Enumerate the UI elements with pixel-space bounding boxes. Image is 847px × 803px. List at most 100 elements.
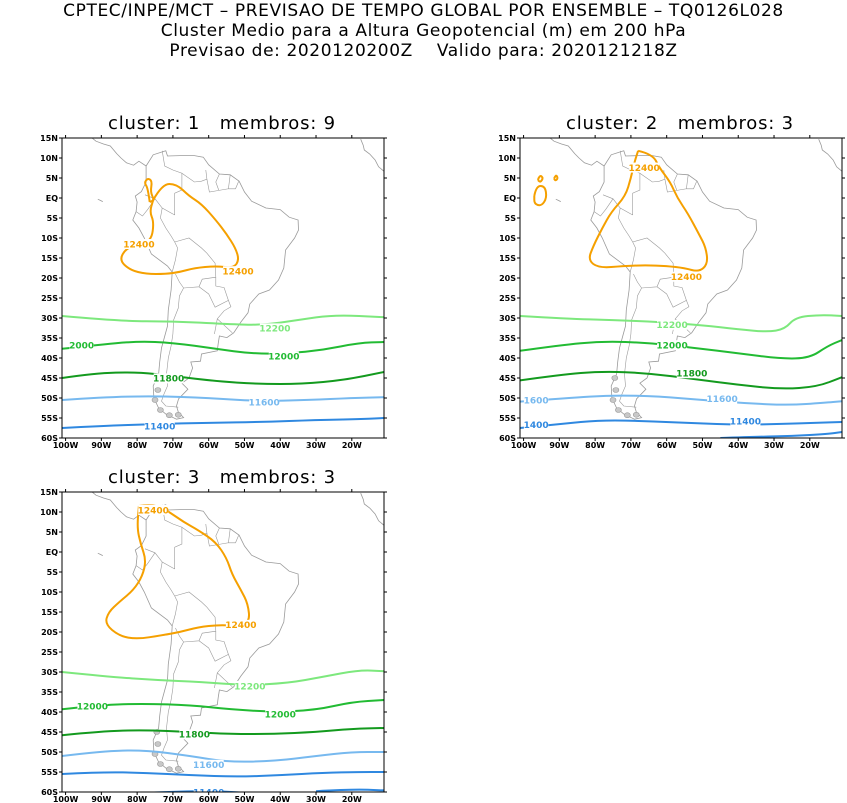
contour-line bbox=[62, 727, 384, 737]
contour-label: 12000 bbox=[265, 711, 296, 721]
contour-label-bg bbox=[223, 266, 254, 277]
lat-label: 30S bbox=[41, 668, 58, 677]
contour-label: 12400 bbox=[222, 268, 253, 278]
contour-line bbox=[520, 339, 842, 360]
lat-label: 25S bbox=[499, 294, 516, 303]
lat-label: 35S bbox=[41, 688, 58, 697]
lon-label: 70W bbox=[163, 795, 183, 803]
lat-label: 30S bbox=[499, 314, 516, 323]
contour-label-bg bbox=[259, 323, 290, 334]
lat-label: 35S bbox=[41, 334, 58, 343]
contour-label-bg bbox=[153, 373, 184, 384]
country-borders bbox=[135, 504, 239, 762]
contour-label: 2000 bbox=[69, 342, 94, 352]
contour-line bbox=[62, 669, 384, 686]
contour-label-bg bbox=[123, 239, 154, 249]
lat-label: 60S bbox=[41, 434, 58, 443]
contour-line-closed bbox=[536, 175, 544, 183]
lon-label: 20W bbox=[342, 441, 362, 450]
contour-line bbox=[62, 749, 384, 763]
contour-label-bg bbox=[225, 619, 256, 630]
contour-label-bg bbox=[657, 340, 688, 351]
contour-label-bg bbox=[265, 709, 296, 720]
contour-label-bg bbox=[179, 729, 210, 740]
lat-label: 15N bbox=[498, 134, 516, 143]
lat-label: 10S bbox=[41, 234, 58, 243]
contour-line-closed bbox=[533, 184, 548, 207]
contour-label: 12200 bbox=[259, 325, 290, 335]
lon-label: 90W bbox=[91, 795, 111, 803]
lat-label: 10N bbox=[498, 154, 516, 163]
lat-label: 10N bbox=[40, 154, 58, 163]
contour-label-bg bbox=[676, 368, 707, 379]
contour-line-closed bbox=[144, 177, 155, 203]
lat-label: 10S bbox=[499, 234, 516, 243]
lon-label: 20W bbox=[342, 795, 362, 803]
contour-line bbox=[62, 771, 384, 778]
contour-label: 12400 bbox=[225, 621, 256, 631]
contour-label: 12200 bbox=[656, 321, 687, 331]
contour-label-bg bbox=[657, 319, 688, 330]
contour-line-closed bbox=[105, 504, 251, 640]
contour-label-bg bbox=[193, 787, 224, 792]
lon-label: 60W bbox=[657, 441, 677, 450]
lat-label: 5S bbox=[47, 568, 59, 577]
contour-label: 11800 bbox=[179, 731, 210, 741]
lon-label: 80W bbox=[585, 441, 605, 450]
header-line-2: Cluster Medio para a Altura Geopotencial… bbox=[160, 21, 687, 41]
contour-line-closed bbox=[120, 182, 240, 276]
lon-label: 90W bbox=[91, 441, 111, 450]
contour-line bbox=[720, 431, 842, 438]
lon-label: 100W bbox=[53, 441, 79, 450]
contour-line bbox=[520, 394, 842, 406]
lon-label: 40W bbox=[728, 441, 748, 450]
lat-label: 5N bbox=[46, 174, 58, 183]
fjord-islands bbox=[151, 729, 182, 773]
contour-label-bg bbox=[671, 271, 702, 282]
map-frame bbox=[519, 137, 843, 439]
contour-label-bg bbox=[234, 681, 265, 691]
lon-label: 50W bbox=[692, 441, 712, 450]
panel-3-title: cluster: 3 membros: 3 bbox=[108, 467, 336, 488]
lat-label: 30S bbox=[41, 314, 58, 323]
contour-line bbox=[62, 699, 384, 713]
contour-line bbox=[520, 419, 842, 429]
contour-label: 12400 bbox=[628, 164, 659, 174]
contour-label: 11600 bbox=[706, 395, 737, 405]
coastline bbox=[91, 138, 384, 420]
lat-label: 45S bbox=[499, 374, 516, 383]
contour-label-bg bbox=[138, 505, 169, 515]
contour-label: 11400 bbox=[144, 423, 175, 433]
fjord-islands bbox=[609, 375, 640, 419]
contour-label-bg bbox=[523, 419, 549, 430]
map-frame bbox=[61, 137, 385, 439]
contour-line bbox=[62, 417, 384, 429]
lat-label: 45S bbox=[41, 374, 58, 383]
lat-label: 60S bbox=[41, 788, 58, 797]
lat-label: 5N bbox=[504, 174, 516, 183]
lon-label: 70W bbox=[163, 441, 183, 450]
contour-label: 1600 bbox=[524, 396, 549, 406]
country-borders bbox=[135, 150, 239, 408]
contour-label: 12400 bbox=[138, 506, 169, 516]
contour-label-bg bbox=[144, 421, 175, 432]
lon-label: 100W bbox=[511, 441, 537, 450]
contour-label-bg bbox=[629, 162, 660, 173]
lat-label: 25S bbox=[41, 648, 58, 657]
lat-label: 40S bbox=[499, 354, 516, 363]
lat-label: 20S bbox=[499, 274, 516, 283]
coastline bbox=[91, 492, 384, 774]
lat-label: 50S bbox=[499, 394, 516, 403]
contour-label: 11600 bbox=[193, 761, 224, 771]
contour-line bbox=[62, 340, 384, 355]
contour-line bbox=[520, 314, 842, 333]
lat-label: 35S bbox=[499, 334, 516, 343]
contour-line bbox=[62, 314, 384, 326]
contour-label-bg bbox=[249, 397, 280, 407]
header-line-1: CPTEC/INPE/MCT – PREVISAO DE TEMPO GLOBA… bbox=[63, 1, 784, 21]
contour-label: 11800 bbox=[676, 370, 707, 380]
map-panel-cluster-3: 12400 12400 12200 12000 12000 11800 11600 11400… bbox=[40, 488, 387, 803]
lon-label: 60W bbox=[199, 441, 219, 450]
coastline bbox=[549, 138, 842, 420]
lon-label: 50W bbox=[234, 795, 254, 803]
